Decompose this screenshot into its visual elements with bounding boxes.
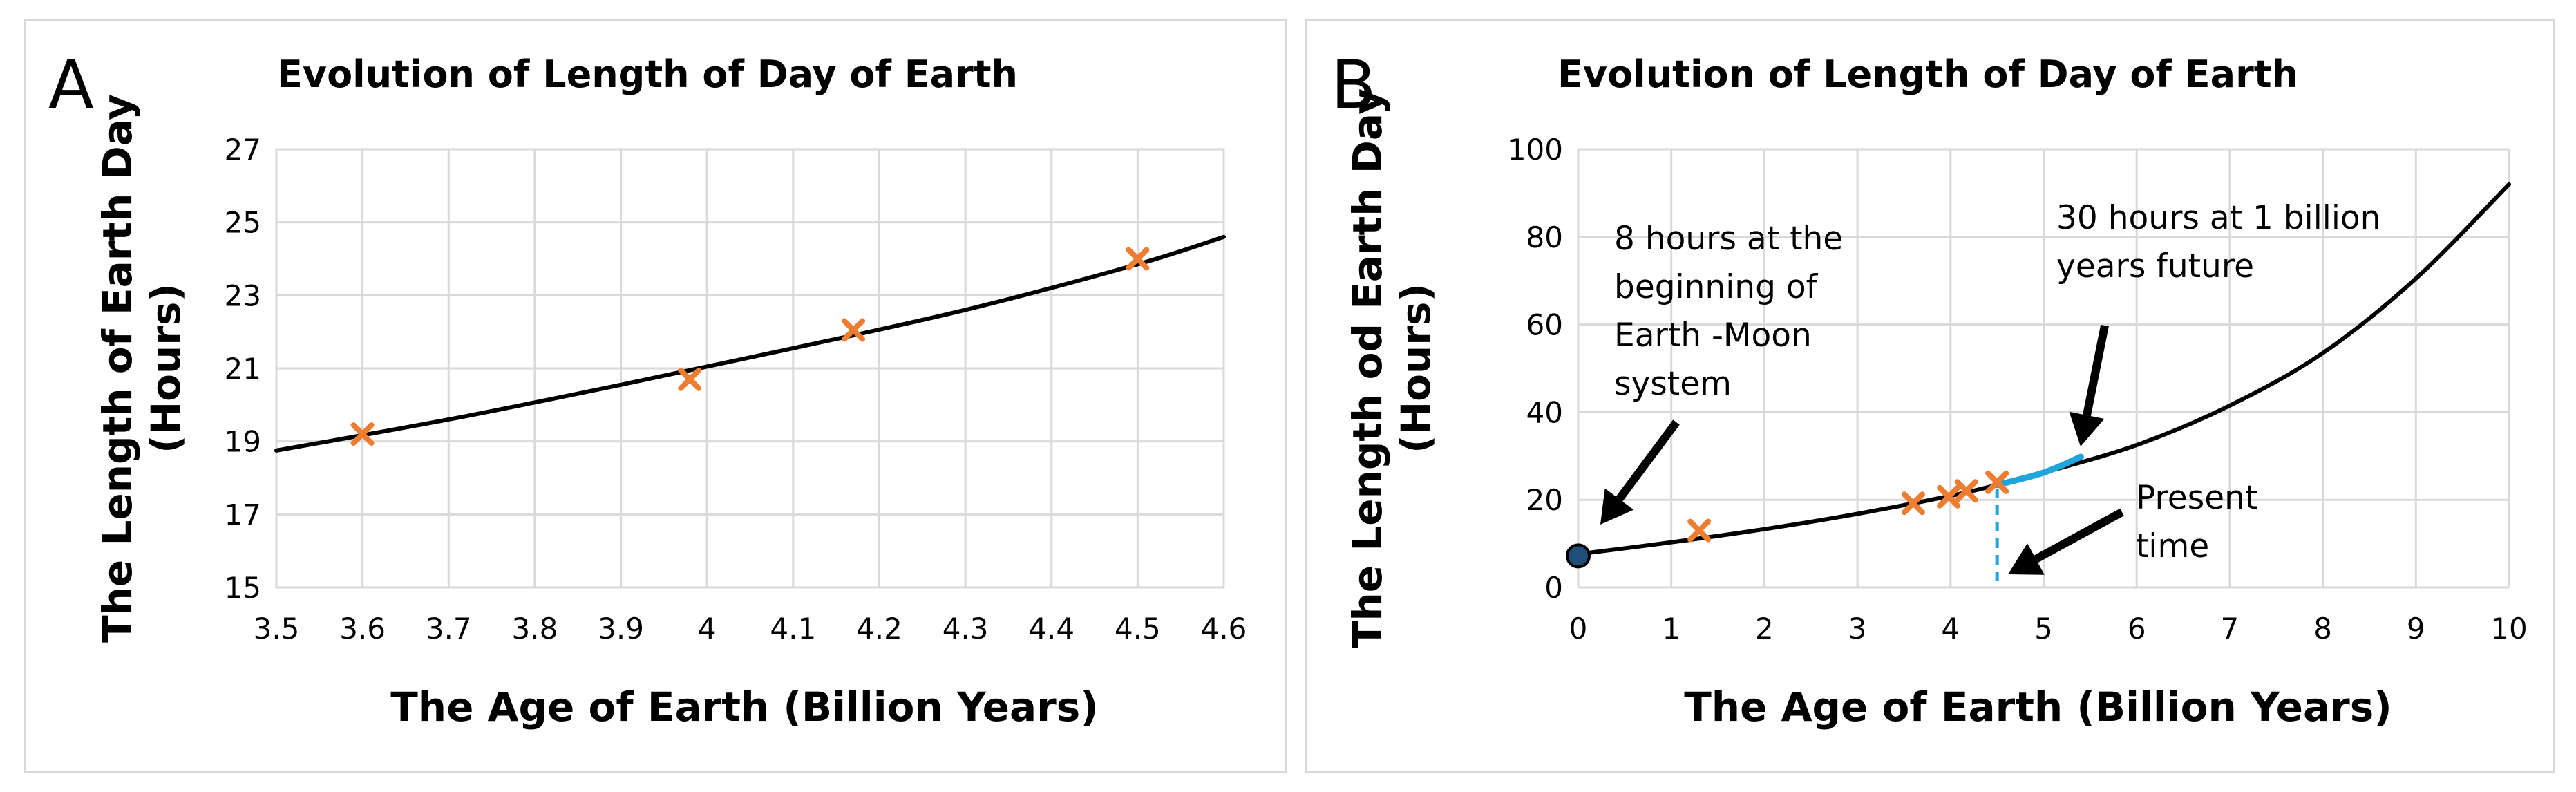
y-tick-label: 80 xyxy=(1526,220,1563,254)
data-point-x-marker xyxy=(678,367,702,391)
y-tick-label: 15 xyxy=(225,571,261,605)
data-point-x-marker xyxy=(1985,470,2009,494)
data-point-x-marker xyxy=(842,318,866,342)
data-point-x-marker xyxy=(1901,491,1925,516)
data-point-x-marker xyxy=(1954,479,1978,503)
x-tick-label: 4.2 xyxy=(856,612,902,645)
annotation-30-hours-line-1: 30 hours at 1 billion xyxy=(2056,199,2380,237)
x-tick-label: 3.7 xyxy=(426,612,472,645)
x-tick-label: 7 xyxy=(2221,612,2239,645)
data-point-x-marker xyxy=(1687,518,1712,543)
x-tick-label: 10 xyxy=(2490,612,2527,645)
y-axis-title: The Length od Earth Day (Hours) xyxy=(1344,88,1439,648)
x-tick-label: 3.5 xyxy=(254,612,300,645)
data-point-x-marker xyxy=(1937,484,1961,509)
x-tick-label: 4.4 xyxy=(1028,612,1074,645)
y-tick-label: 60 xyxy=(1526,308,1563,342)
annotation-8-hours-line-4: system xyxy=(1614,365,1732,403)
data-point-circle-marker xyxy=(1566,543,1591,569)
x-tick-label: 1 xyxy=(1662,612,1680,645)
chart-title: Evolution of Length of Day of Earth xyxy=(277,53,1018,96)
chart-a-svg: A Evolution of Length of Day of Earth 15 17… xyxy=(48,46,1247,730)
x-tick-label: 9 xyxy=(2407,612,2425,645)
y-tick-label: 23 xyxy=(225,279,261,312)
chart-b-svg: B Evolution of Length of Day of Earth0204… xyxy=(1331,46,2528,730)
x-tick-label: 3 xyxy=(1848,612,1867,645)
x-tick-label: 5 xyxy=(2034,612,2053,645)
annotation-present-time-line-2: time xyxy=(2136,527,2209,565)
annotation-present-time-line-1: Present xyxy=(2136,479,2257,517)
y-axis-title-line-1: The Length of Earth Day xyxy=(94,94,141,643)
annotation-8-hours-line-3: Earth -Moon xyxy=(1614,317,1812,355)
x-tick-label: 6 xyxy=(2128,612,2146,645)
arrow-present-time-shaft xyxy=(2034,508,2124,563)
y-tick-label: 19 xyxy=(225,425,261,459)
y-tick-label: 20 xyxy=(1526,483,1563,517)
x-axis-title: The Age of Earth (Billion Years) xyxy=(390,683,1099,730)
arrow-30-hours-shaft xyxy=(2083,324,2109,417)
annotation-8-hours-line-2: beginning of xyxy=(1614,268,1819,306)
y-tick-label: 21 xyxy=(225,352,261,386)
x-tick-label: 4.5 xyxy=(1115,612,1161,645)
data-point-x-marker xyxy=(1126,247,1150,271)
y-axis-title-line-2: (Hours) xyxy=(1392,283,1439,453)
arrow-8-hours-head xyxy=(1600,488,1634,525)
y-tick-label: 27 xyxy=(225,133,261,167)
x-tick-label: 4.3 xyxy=(943,612,989,645)
chart-panel-b: B Evolution of Length of Day of Earth 0 20 4… xyxy=(1305,19,2555,773)
y-axis-title-line-1: The Length od Earth Day xyxy=(1344,88,1391,648)
x-tick-label: 4 xyxy=(1941,612,1960,645)
x-tick-label: 4.1 xyxy=(770,612,816,645)
arrow-30-hours-head xyxy=(2069,411,2105,446)
chart-title: Evolution of Length of Day of Earth xyxy=(1557,53,2298,96)
y-tick-label: 0 xyxy=(1544,571,1563,605)
panel-letter: B xyxy=(1331,46,1376,124)
arrow-8-hours-shaft xyxy=(1616,419,1680,502)
annotation-8-hours-line-1: 8 hours at the xyxy=(1614,220,1843,258)
x-tick-label: 3.8 xyxy=(512,612,558,645)
trend-line xyxy=(274,234,1226,453)
y-axis-title-line-2: (Hours) xyxy=(142,283,189,453)
y-tick-label: 17 xyxy=(225,498,261,531)
annotation-30-hours-line-2: years future xyxy=(2056,247,2254,285)
arrow-present-time-head xyxy=(2008,543,2045,575)
x-axis-title: The Age of Earth (Billion Years) xyxy=(1684,683,2392,730)
y-tick-label: 40 xyxy=(1526,395,1563,429)
y-tick-label: 100 xyxy=(1508,133,1563,167)
chart-panel-a: A Evolution of Length of Day of Earth 15 17… xyxy=(24,19,1287,773)
data-point-x-marker xyxy=(350,422,375,446)
x-tick-label: 4.6 xyxy=(1201,612,1247,645)
x-tick-label: 4 xyxy=(698,612,717,645)
x-tick-label: 2 xyxy=(1755,612,1774,645)
future-segment-line xyxy=(1993,453,2084,489)
x-tick-label: 8 xyxy=(2313,612,2332,645)
y-axis-title: The Length of Earth Day (Hours) xyxy=(94,94,189,643)
x-tick-label: 3.9 xyxy=(598,612,644,645)
y-tick-label: 25 xyxy=(225,206,261,240)
panel-letter: A xyxy=(48,46,94,124)
x-tick-label: 0 xyxy=(1569,612,1588,645)
x-tick-label: 3.6 xyxy=(339,612,386,645)
